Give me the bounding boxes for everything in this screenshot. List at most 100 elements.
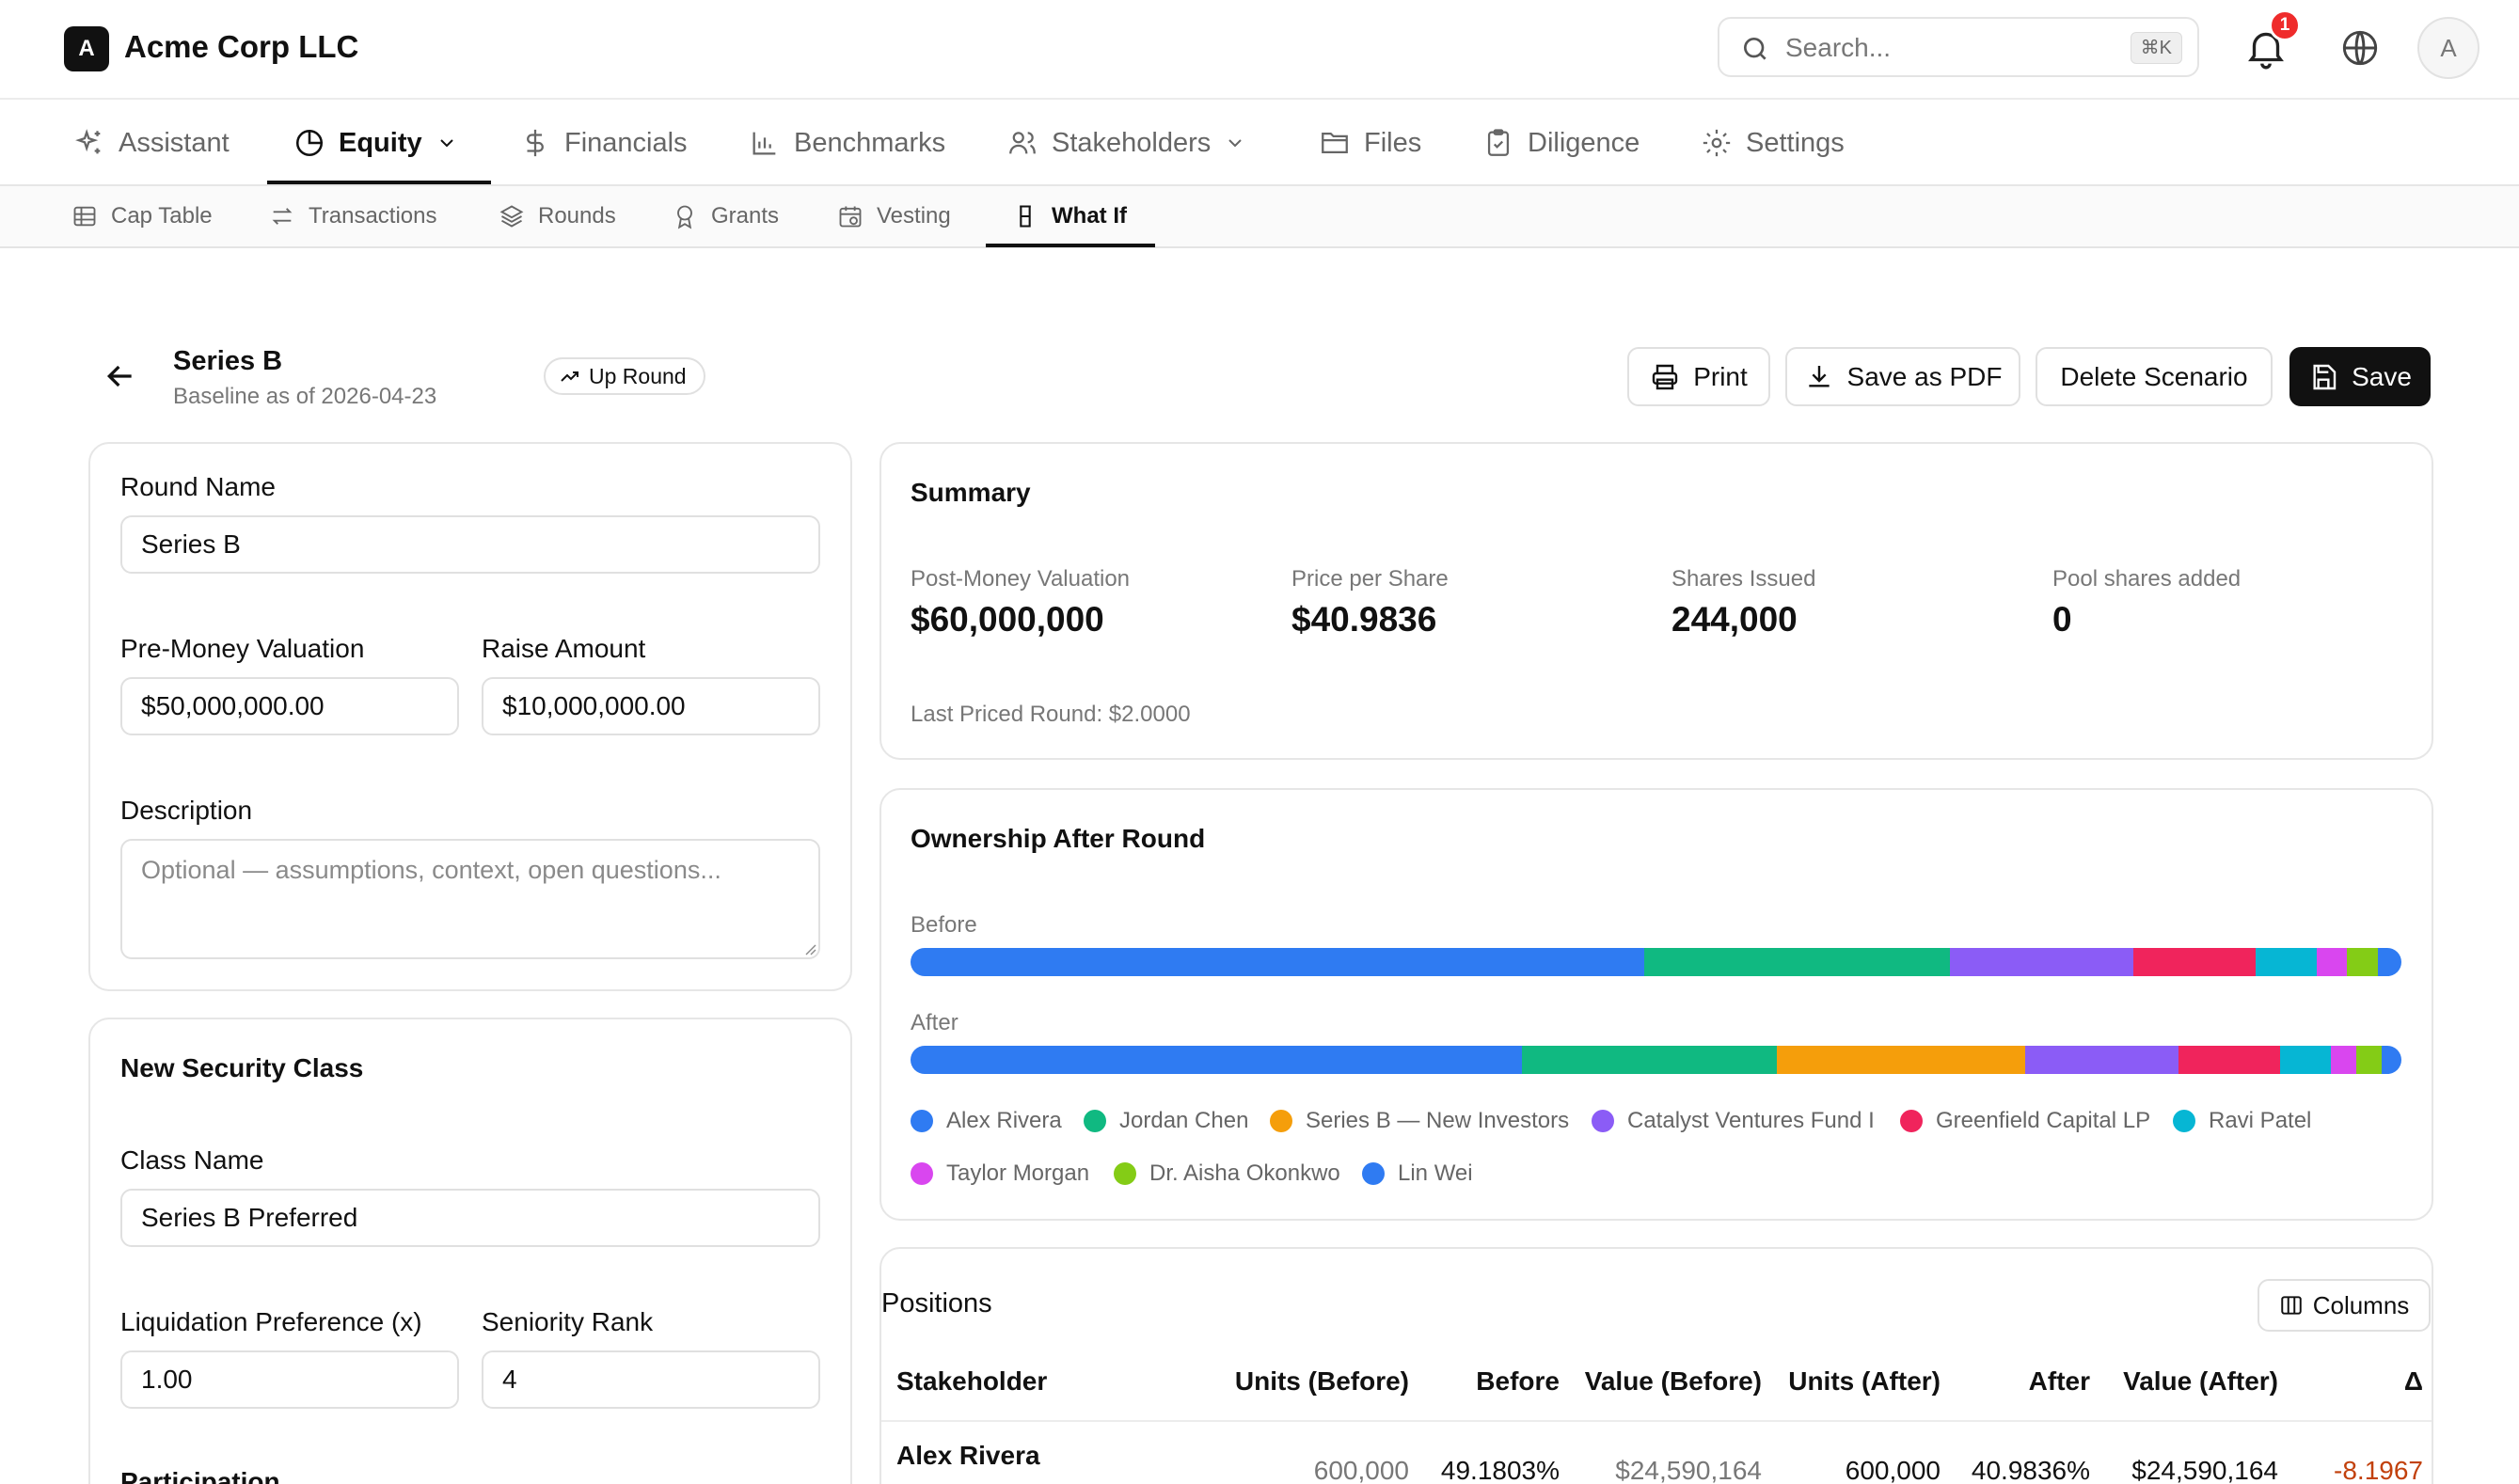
nav-label: Equity xyxy=(339,127,422,158)
col-header-delta[interactable]: Δ xyxy=(2403,1366,2423,1396)
ownership-segment[interactable] xyxy=(1643,948,1950,976)
ownership-segment[interactable] xyxy=(2279,1046,2331,1074)
stakeholder-name[interactable]: Alex Rivera xyxy=(896,1441,1040,1470)
columns-button[interactable]: Columns xyxy=(2258,1279,2431,1332)
legend-swatch xyxy=(1900,1110,1923,1132)
legend-item: Ravi Patel xyxy=(2173,1108,2311,1134)
col-header-units-before[interactable]: Units (Before) xyxy=(1234,1366,1409,1396)
legend-swatch xyxy=(1270,1110,1292,1132)
tab-transactions[interactable]: Transactions xyxy=(269,186,437,246)
ownership-segment[interactable] xyxy=(2132,948,2256,976)
ownership-segment[interactable] xyxy=(911,1046,1522,1074)
ownership-segment[interactable] xyxy=(2255,948,2317,976)
ownership-segment[interactable] xyxy=(2381,1046,2401,1074)
post-money-value: $60,000,000 xyxy=(911,600,1104,639)
legend-label: Alex Rivera xyxy=(946,1108,1062,1133)
save-pdf-button[interactable]: Save as PDF xyxy=(1785,347,2020,406)
nav-active-indicator xyxy=(267,181,491,184)
positions-title: Positions xyxy=(881,1288,992,1318)
org-logo[interactable]: A xyxy=(64,26,109,71)
save-label: Save xyxy=(2352,361,2412,391)
last-priced-round: Last Priced Round: $2.0000 xyxy=(911,702,1191,727)
nav-item-benchmarks[interactable]: Benchmarks xyxy=(749,100,945,186)
ownership-segment[interactable] xyxy=(2330,1046,2356,1074)
ownership-segment[interactable] xyxy=(2025,1046,2178,1074)
legend-item: Jordan Chen xyxy=(1084,1108,1248,1134)
seniority-rank-input[interactable]: 4 xyxy=(482,1350,820,1409)
nav-item-files[interactable]: Files xyxy=(1319,100,1421,186)
table-divider xyxy=(881,1420,2432,1422)
save-pdf-label: Save as PDF xyxy=(1846,361,2003,391)
ownership-title: Ownership After Round xyxy=(911,824,1206,853)
tab-cap-table[interactable]: Cap Table xyxy=(71,186,213,246)
ownership-segment[interactable] xyxy=(2316,948,2348,976)
ownership-segment[interactable] xyxy=(2355,1046,2382,1074)
col-header-stakeholder[interactable]: Stakeholder xyxy=(896,1366,1048,1396)
description-textarea[interactable]: Optional — assumptions, context, open qu… xyxy=(120,839,820,959)
col-header-value-after[interactable]: Value (After) xyxy=(2123,1366,2278,1396)
col-header-value-before[interactable]: Value (Before) xyxy=(1584,1366,1762,1396)
gear-icon xyxy=(1703,129,1731,157)
liquidation-preference-input[interactable]: 1.00 xyxy=(120,1350,459,1409)
subnav-active-indicator xyxy=(986,244,1155,247)
legend-swatch xyxy=(1592,1110,1614,1132)
tab-label: Grants xyxy=(711,203,780,229)
delete-scenario-button[interactable]: Delete Scenario xyxy=(2036,347,2273,406)
class-name-input[interactable]: Series B Preferred xyxy=(120,1189,820,1247)
shares-issued-label: Shares Issued xyxy=(1671,566,1816,592)
ownership-segment[interactable] xyxy=(2377,948,2401,976)
nav-item-assistant[interactable]: Assistant xyxy=(73,100,230,186)
nav-item-settings[interactable]: Settings xyxy=(1701,100,1845,186)
description-label: Description xyxy=(120,796,253,825)
legend-label: Series B — New Investors xyxy=(1306,1108,1570,1133)
round-name-input[interactable]: Series B xyxy=(120,515,820,574)
back-button[interactable] xyxy=(102,357,139,395)
nav-item-financials[interactable]: Financials xyxy=(519,100,688,186)
user-avatar[interactable]: A xyxy=(2417,17,2479,79)
ownership-segment[interactable] xyxy=(2178,1046,2280,1074)
legend-swatch xyxy=(1114,1162,1136,1185)
nav-item-stakeholders[interactable]: Stakeholders xyxy=(1006,100,1246,186)
legend-swatch xyxy=(911,1110,933,1132)
raise-amount-input[interactable]: $10,000,000.00 xyxy=(482,677,820,735)
col-header-units-after[interactable]: Units (After) xyxy=(1788,1366,1941,1396)
nav-label: Settings xyxy=(1746,127,1845,158)
legend-item: Dr. Aisha Okonkwo xyxy=(1114,1160,1340,1187)
ownership-segment[interactable] xyxy=(1521,1046,1777,1074)
language-button[interactable] xyxy=(2337,24,2384,71)
org-name[interactable]: Acme Corp LLC xyxy=(124,29,359,64)
tab-vesting[interactable]: Vesting xyxy=(837,186,951,246)
save-button[interactable]: Save xyxy=(2289,347,2431,406)
tab-label: What If xyxy=(1052,203,1127,229)
print-label: Print xyxy=(1693,361,1748,391)
nav-label: Financials xyxy=(564,127,688,158)
legend-item: Series B — New Investors xyxy=(1270,1108,1569,1134)
ownership-segment[interactable] xyxy=(1776,1046,2026,1074)
pre-money-input[interactable]: $50,000,000.00 xyxy=(120,677,459,735)
globe-icon xyxy=(2342,30,2378,66)
print-button[interactable]: Print xyxy=(1627,347,1770,406)
nav-item-diligence[interactable]: Diligence xyxy=(1482,100,1640,186)
delta-cell: -8.1967 xyxy=(2334,1456,2423,1484)
ownership-segment[interactable] xyxy=(911,948,1644,976)
col-header-before[interactable]: Before xyxy=(1476,1366,1560,1396)
printer-icon xyxy=(1653,364,1678,389)
tab-label: Vesting xyxy=(877,203,951,229)
tab-rounds[interactable]: Rounds xyxy=(499,186,616,246)
col-header-after[interactable]: After xyxy=(2028,1366,2090,1396)
search-input[interactable]: Search... xyxy=(1785,33,1892,62)
search-bar[interactable]: Search... ⌘K xyxy=(1718,17,2199,77)
tab-grants[interactable]: Grants xyxy=(672,186,779,246)
liquidation-preference-label: Liquidation Preference (x) xyxy=(120,1307,422,1336)
tab-what-if[interactable]: What If xyxy=(1012,186,1127,246)
nav-item-equity[interactable]: Equity xyxy=(293,100,458,186)
legend-item: Catalyst Ventures Fund I xyxy=(1592,1108,1875,1134)
columns-label: Columns xyxy=(2312,1290,2410,1319)
resize-handle-icon[interactable] xyxy=(801,940,816,955)
ownership-segment[interactable] xyxy=(2347,948,2378,976)
ownership-segment[interactable] xyxy=(1949,948,2133,976)
search-icon xyxy=(1740,34,1770,64)
notifications-button[interactable] xyxy=(2242,24,2289,71)
legend-swatch xyxy=(1362,1162,1385,1185)
bell-icon xyxy=(2248,32,2284,70)
